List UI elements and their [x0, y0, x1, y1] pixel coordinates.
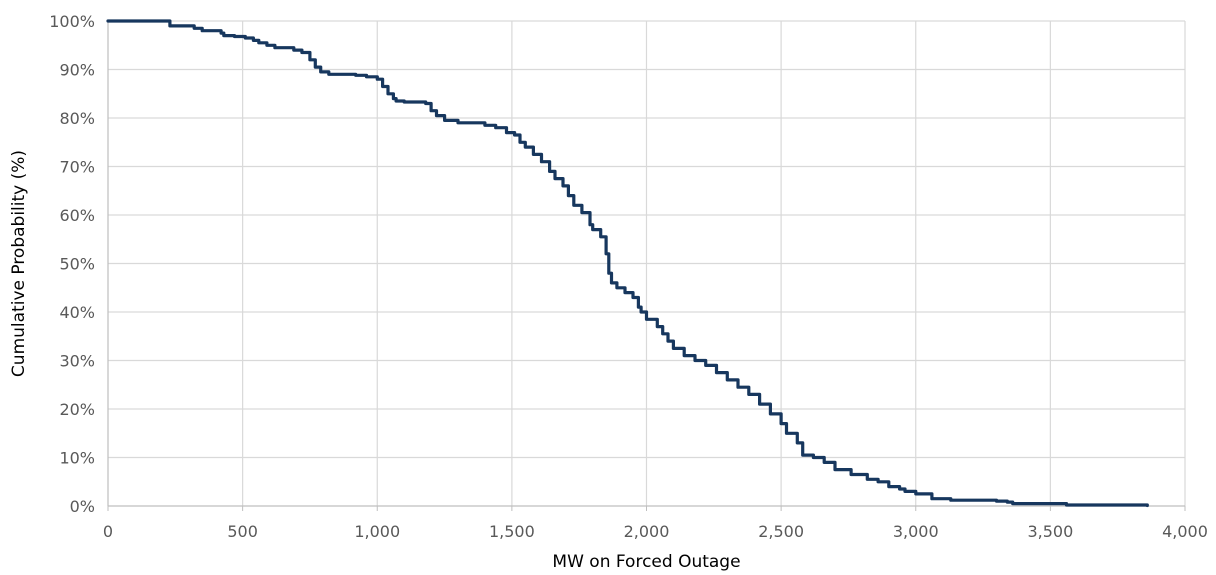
x-tick-label: 0: [103, 522, 113, 541]
grid-lines: [108, 20, 1186, 506]
x-tick-label: 3,000: [893, 522, 939, 541]
series-line-0: [106, 19, 1149, 508]
series-layer: [106, 19, 1149, 508]
x-tick-label: 2,000: [624, 522, 670, 541]
x-tick-label: 3,500: [1027, 522, 1073, 541]
y-axis-title: Cumulative Probability (%): [9, 150, 29, 377]
x-tick-label: 4,000: [1162, 522, 1208, 541]
y-tick-label: 40%: [59, 303, 95, 322]
x-tick-label: 2,500: [758, 522, 804, 541]
x-tick-label: 1,000: [354, 522, 400, 541]
y-tick-label: 30%: [59, 352, 95, 371]
x-tick-label: 500: [227, 522, 258, 541]
y-tick-label: 0%: [70, 497, 95, 516]
y-tick-label: 90%: [59, 61, 95, 80]
x-tick-label: 1,500: [489, 522, 535, 541]
y-tick-label: 100%: [49, 12, 95, 31]
tick-labels: 0% 10% 20% 30% 40% 50% 60% 70% 80% 90% 100% 0 500 1,0…: [49, 12, 1208, 541]
y-tick-label: 10%: [59, 449, 95, 468]
axes: [107, 21, 1186, 511]
y-tick-label: 70%: [59, 158, 95, 177]
y-tick-label: 80%: [59, 109, 95, 128]
x-axis-title: MW on Forced Outage: [552, 552, 740, 572]
y-tick-label: 20%: [59, 400, 95, 419]
y-tick-label: 50%: [59, 255, 95, 274]
y-tick-label: 60%: [59, 206, 95, 225]
